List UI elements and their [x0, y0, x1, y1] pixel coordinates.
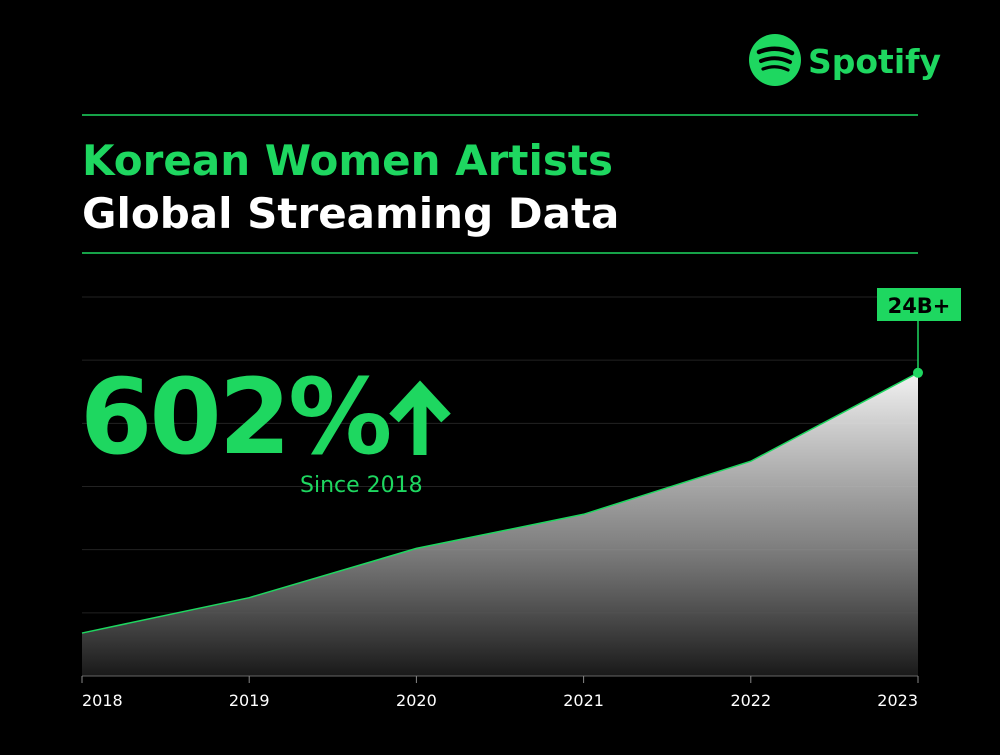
value-label: 24B+ — [888, 294, 951, 318]
area-line — [81, 372, 919, 634]
logo-wave — [759, 56, 792, 64]
annotation-note: Since 2018 — [300, 473, 423, 498]
chart-title: Korean Women Artists — [82, 136, 613, 185]
plot: 24B+ 2018 2019 2020 2021 2022 2023 — [81, 288, 961, 710]
spotify-logo: Spotify — [749, 34, 941, 86]
x-tick-label: 2019 — [229, 691, 270, 710]
value-label-box — [877, 288, 961, 321]
headline-stat: 602% Since 2018 — [80, 356, 451, 498]
logo-wave — [761, 65, 790, 72]
data-point — [913, 367, 923, 378]
x-tick-label: 2021 — [563, 691, 604, 710]
x-tick-label: 2023 — [877, 691, 918, 710]
up-arrow — [389, 380, 451, 455]
area-fill — [82, 372, 918, 676]
logo-wave — [756, 46, 795, 56]
x-tick-label: 2022 — [730, 691, 771, 710]
x-tick-label: 2018 — [82, 691, 123, 710]
x-tick-label: 2020 — [396, 691, 437, 710]
chart-subtitle: Global Streaming Data — [82, 189, 619, 238]
brand-name: Spotify — [808, 42, 941, 81]
annotation: 602% — [80, 356, 389, 478]
